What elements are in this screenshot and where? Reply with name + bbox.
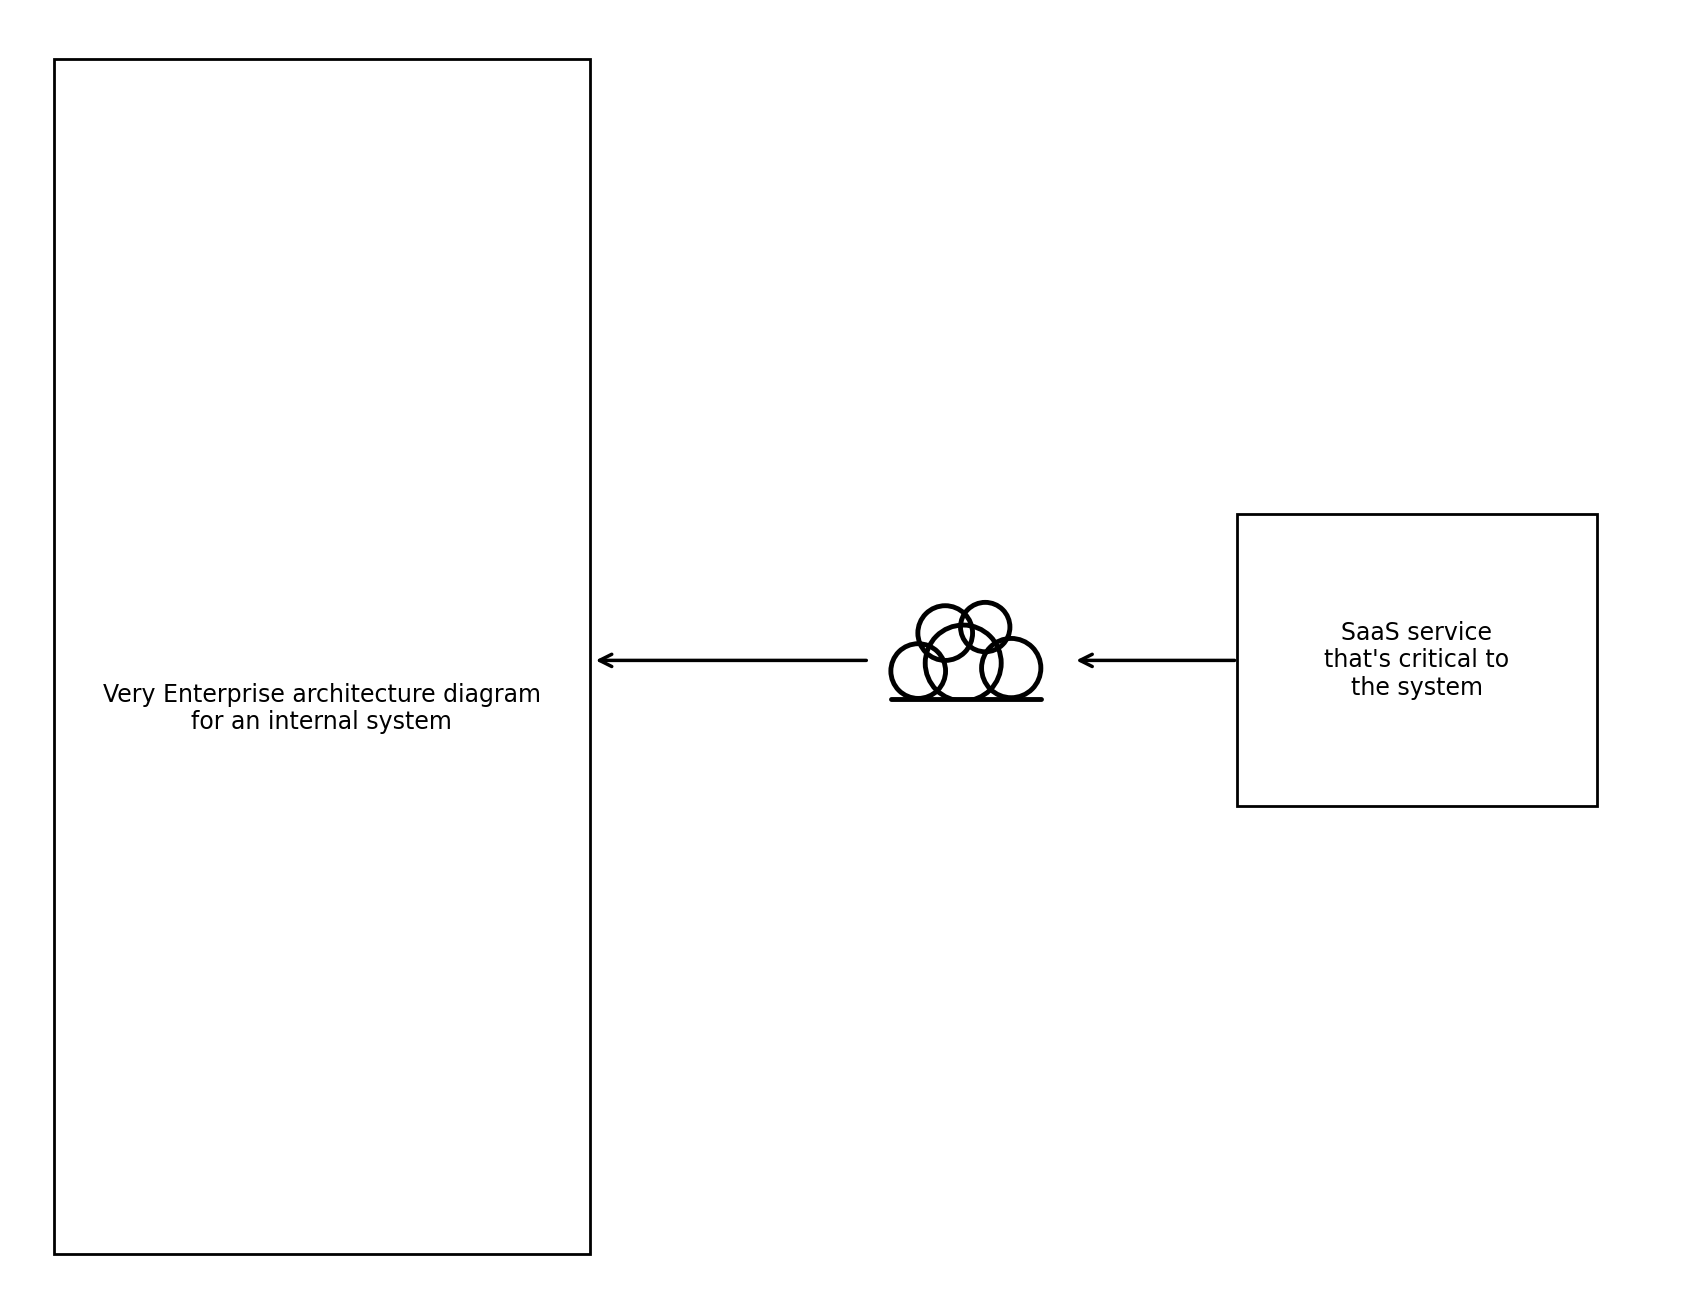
Bar bbox=[54, 59, 589, 1254]
Bar bbox=[1237, 513, 1597, 806]
Text: Very Enterprise architecture diagram
for an internal system: Very Enterprise architecture diagram for… bbox=[103, 683, 540, 734]
Text: SaaS service
that's critical to
the system: SaaS service that's critical to the syst… bbox=[1323, 621, 1509, 700]
